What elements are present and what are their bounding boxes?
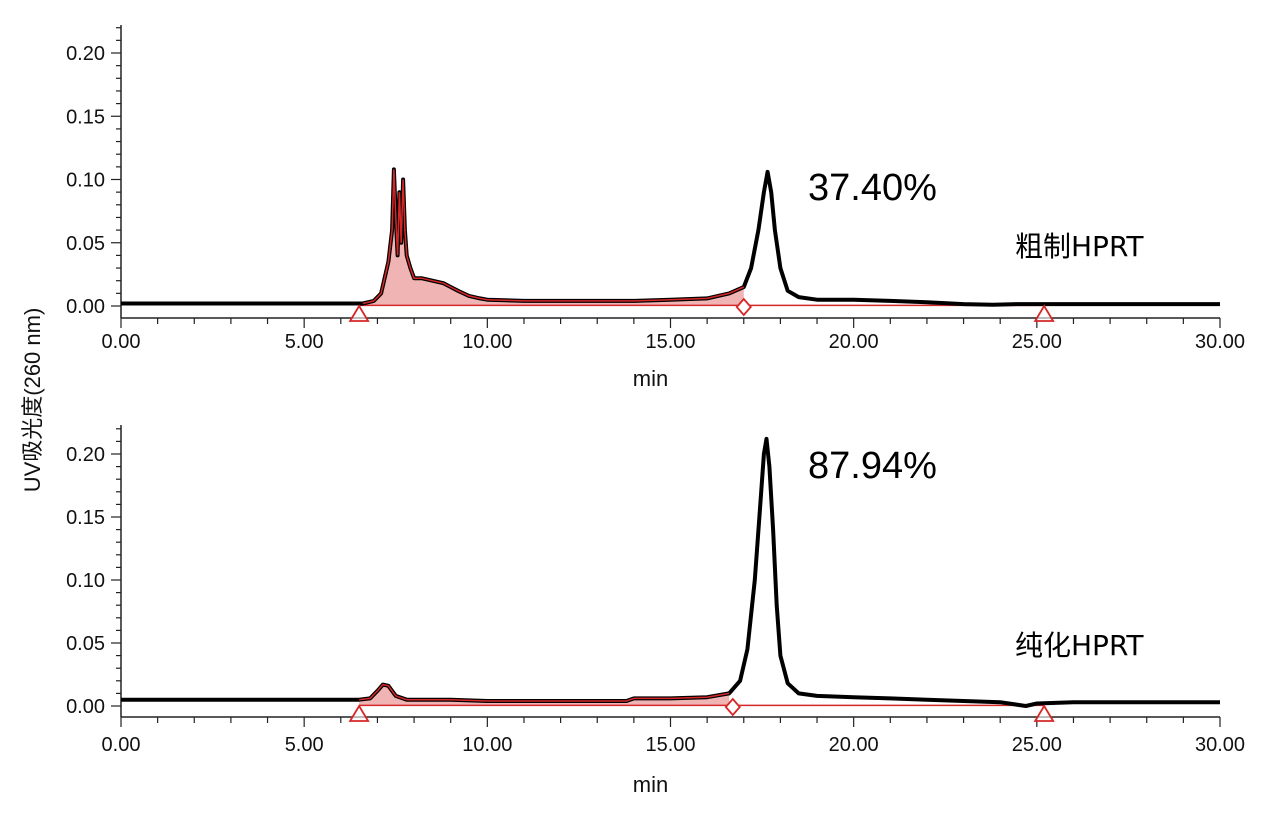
sample-label: 粗制HPRT [1015, 230, 1144, 263]
x-axis-title: min [633, 366, 668, 391]
x-tick-label: 5.00 [285, 331, 324, 353]
chromatogram-panel-purified: 0.00 0.05 0.10 0.15 0.20 0.00 5.00 10.00 15.00 20… [66, 425, 1245, 797]
integration-fill [362, 169, 744, 306]
peak-percent-label: 87.94% [808, 445, 937, 487]
y-tick-label: 0.10 [66, 170, 105, 192]
x-tick-label: 5.00 [285, 734, 324, 756]
x-tick-label: 10.00 [462, 331, 512, 353]
y-axis-title: UV吸光度(260 nm) [20, 308, 45, 493]
integration-start-marker [348, 304, 370, 322]
y-tick-label: 0.15 [66, 507, 105, 529]
x-axis-title: min [633, 772, 668, 797]
chromatogram-trace [121, 436, 1220, 708]
y-tick-label: 0.10 [66, 570, 105, 592]
integration-end-marker [1033, 304, 1055, 322]
peak-percent-label: 37.40% [808, 167, 937, 209]
x-tick-label: 10.00 [462, 734, 512, 756]
chromatogram-panel-crude: 0.00 0.05 0.10 0.15 0.20 0.00 5.00 10.00 15.00 20… [66, 25, 1245, 391]
y-tick-label: 0.00 [66, 296, 105, 318]
integration-trace [359, 683, 730, 702]
peak-split-marker [724, 697, 741, 717]
x-tick-label: 25.00 [1012, 331, 1062, 353]
x-tick-label: 20.00 [829, 734, 879, 756]
x-tick-label: 25.00 [1012, 734, 1062, 756]
y-tick-label: 0.15 [66, 106, 105, 128]
y-tick-label: 0.20 [66, 444, 105, 466]
peak-split-marker [735, 297, 752, 317]
sample-label: 纯化HPRT [1015, 629, 1144, 662]
x-tick-label: 15.00 [645, 734, 695, 756]
x-tick-label: 30.00 [1195, 331, 1245, 353]
x-tick-label: 15.00 [645, 331, 695, 353]
y-tick-label: 0.05 [66, 233, 105, 255]
x-tick-label: 0.00 [102, 734, 141, 756]
y-tick-label: 0.00 [66, 696, 105, 718]
x-tick-label: 0.00 [102, 331, 141, 353]
y-tick-label: 0.05 [66, 633, 105, 655]
integration-trace [362, 169, 745, 305]
y-tick-label: 0.20 [66, 43, 105, 65]
integration-start-marker [348, 704, 370, 722]
integration-end-marker [1033, 704, 1055, 722]
x-tick-label: 20.00 [829, 331, 879, 353]
x-tick-label: 30.00 [1195, 734, 1245, 756]
